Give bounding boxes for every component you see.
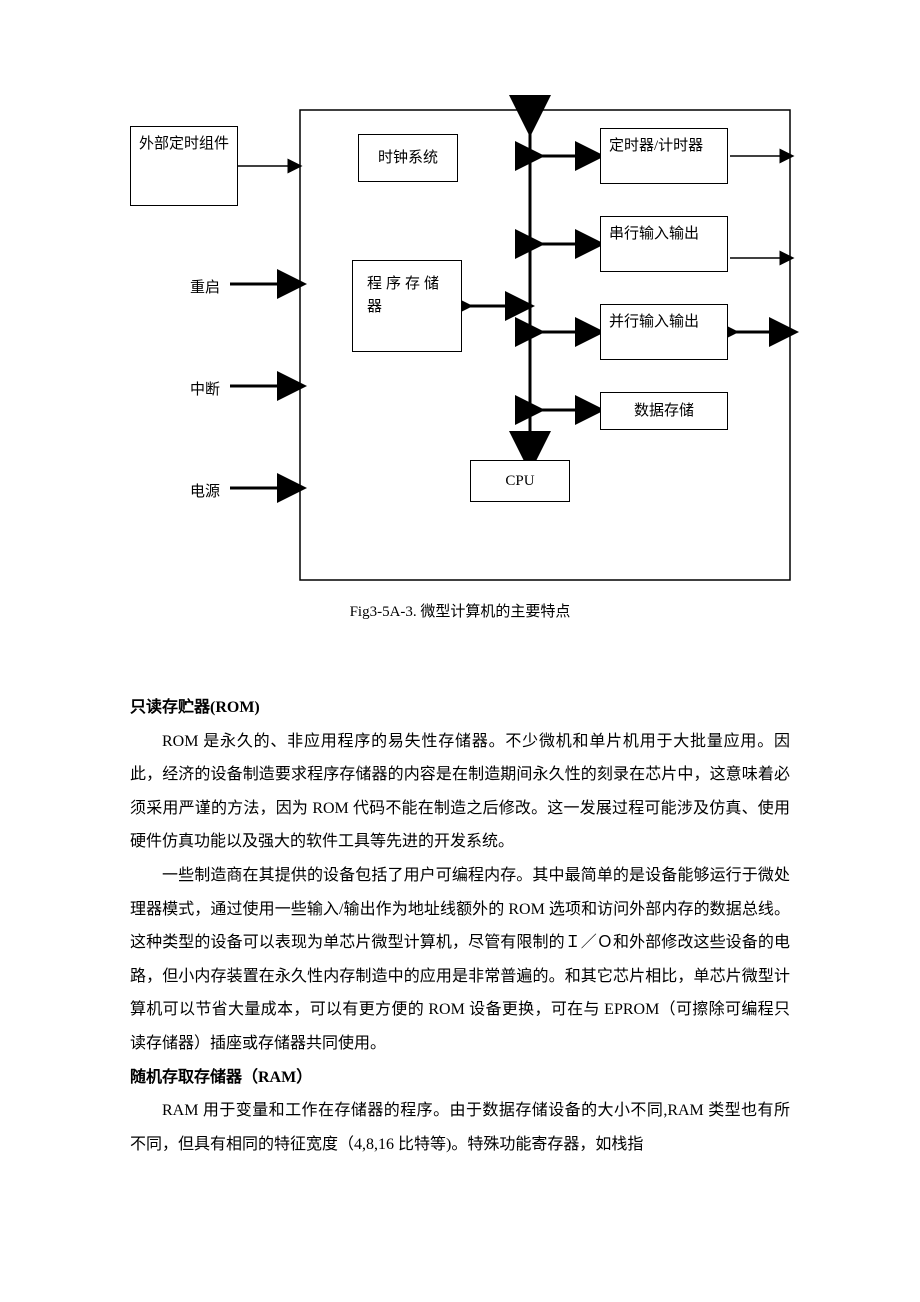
heading-rom: 只读存贮器(ROM) (130, 691, 790, 725)
box-timer: 定时器/计时器 (600, 128, 728, 184)
box-ext-timer: 外部定时组件 (130, 126, 238, 206)
box-parallel-io: 并行输入输出 (600, 304, 728, 360)
paragraph-rom-1: ROM 是永久的、非应用程序的易失性存储器。不少微机和单片机用于大批量应用。因此… (130, 725, 790, 859)
label-reset: 重启 (190, 276, 220, 297)
box-data-storage: 数据存储 (600, 392, 728, 430)
heading-ram: 随机存取存储器（RAM） (130, 1061, 790, 1095)
box-serial-io: 串行输入输出 (600, 216, 728, 272)
label-power: 电源 (190, 480, 220, 501)
box-timer-label: 定时器/计时器 (609, 135, 703, 158)
box-program-memory-label: 程序存储器 (367, 273, 447, 318)
label-power-text: 电源 (190, 484, 220, 500)
label-interrupt-text: 中断 (190, 382, 220, 398)
box-parallel-io-label: 并行输入输出 (609, 311, 699, 334)
box-cpu: CPU (470, 460, 570, 502)
box-data-storage-label: 数据存储 (634, 400, 694, 423)
box-ext-timer-label: 外部定时组件 (139, 133, 229, 156)
label-interrupt: 中断 (190, 378, 220, 399)
box-cpu-label: CPU (505, 470, 534, 493)
mcu-block-diagram: 外部定时组件 时钟系统 定时器/计时器 串行输入输出 程序存储器 并行输入输出 … (130, 110, 790, 580)
paragraph-ram-1: RAM 用于变量和工作在存储器的程序。由于数据存储设备的大小不同,RAM 类型也… (130, 1094, 790, 1161)
box-program-memory: 程序存储器 (352, 260, 462, 352)
box-clock: 时钟系统 (358, 134, 458, 182)
box-serial-io-label: 串行输入输出 (609, 223, 699, 246)
label-reset-text: 重启 (190, 280, 220, 296)
paragraph-rom-2: 一些制造商在其提供的设备包括了用户可编程内存。其中最简单的是设备能够运行于微处理… (130, 859, 790, 1061)
box-clock-label: 时钟系统 (378, 147, 438, 170)
body-text: 只读存贮器(ROM) ROM 是永久的、非应用程序的易失性存储器。不少微机和单片… (130, 691, 790, 1161)
figure-caption: Fig3-5A-3. 微型计算机的主要特点 (130, 600, 790, 621)
